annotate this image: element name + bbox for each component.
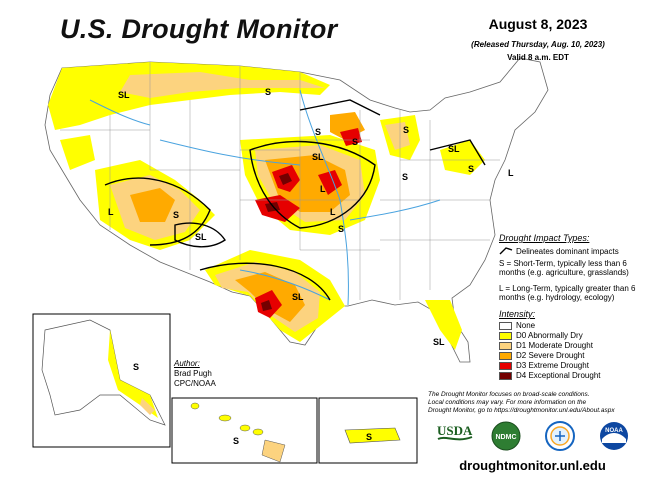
legend-label-d4: D4 Exceptional Drought: [516, 371, 601, 380]
state-boundaries: [60, 62, 500, 300]
map-label-sl: SL: [292, 292, 304, 302]
commerce-seal-logo: [543, 421, 577, 456]
map-label-l: L: [320, 184, 326, 194]
legend-label-none: None: [516, 321, 536, 330]
map-label-s: S: [233, 436, 239, 446]
map-label-s: S: [366, 432, 372, 442]
impact-lines: [104, 99, 486, 301]
map-label-l: L: [330, 207, 336, 217]
map-label-s: S: [265, 87, 271, 97]
impact-delineates: Delineates dominant impacts: [516, 247, 619, 256]
legend-label-d2: D2 Severe Drought: [516, 351, 585, 360]
map-label-sl: SL: [433, 337, 445, 347]
legend-label-d0: D0 Abnormally Dry: [516, 331, 583, 340]
map-label-s: S: [133, 362, 139, 372]
legend-label-d1: D1 Moderate Drought: [516, 341, 593, 350]
release-date: (Released Thursday, Aug. 10, 2023): [471, 40, 605, 49]
website-url[interactable]: droughtmonitor.unl.edu: [459, 458, 606, 473]
note-line: The Drought Monitor focuses on broad-sca…: [428, 391, 590, 398]
map-label-s: S: [352, 137, 358, 147]
info-note: The Drought Monitor focuses on broad-sca…: [428, 391, 643, 415]
legend-swatch-d1: [499, 342, 512, 350]
map-labels: SL S S SL S S SL S S L L L S L S SL SL S…: [108, 87, 514, 347]
legend-swatch-none: [499, 322, 512, 330]
ndmc-logo: NDMC: [488, 421, 524, 456]
impact-long-term: L = Long-Term, typically greater than 6 …: [499, 284, 636, 302]
map-title: U.S. Drought Monitor: [60, 14, 338, 44]
map-label-s: S: [338, 224, 344, 234]
author-name: Brad Pugh: [174, 369, 212, 378]
rivers: [89, 89, 441, 306]
map-label-sl: SL: [118, 90, 130, 100]
note-line: Local conditions may vary. For more info…: [428, 399, 587, 406]
noaa-logo-text: NOAA: [605, 428, 623, 434]
legend-swatch-d2: [499, 352, 512, 360]
map-label-s: S: [468, 164, 474, 174]
map-label-sl: SL: [312, 152, 324, 162]
author-org: CPC/NOAA: [174, 379, 216, 388]
legend-swatch-d3: [499, 362, 512, 370]
map-label-l: L: [508, 168, 514, 178]
map-date: August 8, 2023: [488, 16, 588, 32]
usda-logo: USDA: [436, 421, 474, 452]
map-label-sl: SL: [195, 232, 207, 242]
map-label-s: S: [315, 127, 321, 137]
author-block: Author: Brad Pugh CPC/NOAA: [174, 359, 216, 389]
valid-time: Valid 8 a.m. EDT: [507, 53, 569, 62]
map-label-s: S: [402, 172, 408, 182]
map-label-l: L: [108, 207, 114, 217]
legend-swatch-d0: [499, 332, 512, 340]
impact-line-sample: [499, 247, 513, 255]
legend-label-d3: D3 Extreme Drought: [516, 361, 589, 370]
d4-areas: [261, 173, 292, 311]
ndmc-logo-text: NDMC: [496, 434, 517, 441]
author-heading: Author:: [174, 359, 200, 368]
map-label-s: S: [173, 210, 179, 220]
note-line: Drought Monitor, go to https://droughtmo…: [428, 407, 615, 414]
legend-swatch-d4: [499, 372, 512, 380]
impact-types-heading: Drought Impact Types:: [499, 233, 590, 243]
map-label-s: S: [403, 125, 409, 135]
impact-short-term: S = Short-Term, typically less than 6 mo…: [499, 259, 629, 277]
usda-logo-text: USDA: [437, 423, 473, 438]
noaa-logo: NOAA: [597, 421, 631, 456]
map-label-sl: SL: [448, 144, 460, 154]
intensity-heading: Intensity:: [499, 309, 536, 319]
